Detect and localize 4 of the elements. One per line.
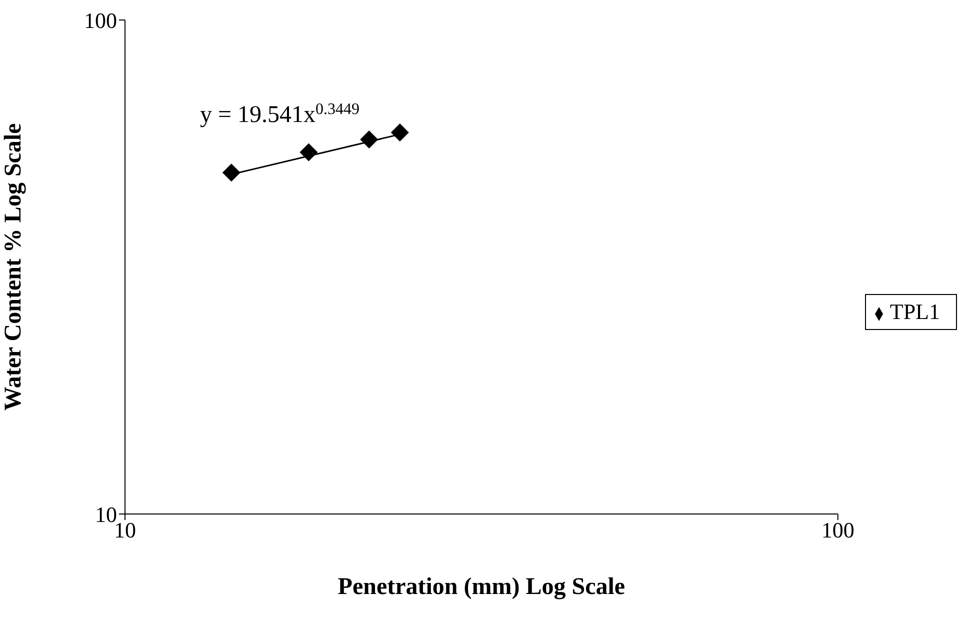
legend-label: TPL1: [890, 299, 940, 324]
x-axis-title: Penetration (mm) Log Scale: [338, 574, 626, 600]
y-axis-title: Water Content % Log Scale: [0, 122, 27, 411]
annotation: y = 19.541x$^{0.3449}$: [200, 100, 360, 128]
